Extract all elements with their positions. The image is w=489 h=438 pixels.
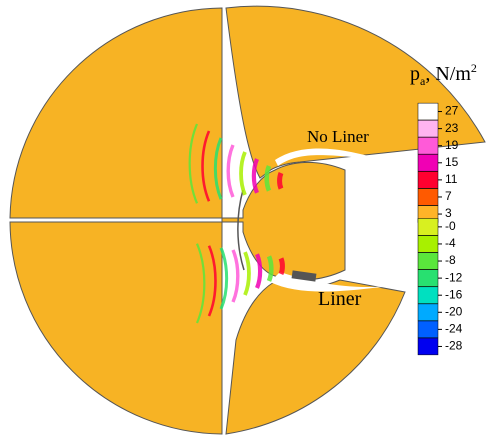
domain-lower [226,280,405,434]
colorbar-box [418,338,438,355]
colorbar-box [418,321,438,338]
wave-front [233,250,238,302]
colorbar-label: -20 [445,304,463,318]
colorbar-box [418,137,438,154]
colorbar-box [418,218,438,235]
figure: No Liner Liner pa, N/m2 272319151173-0-4… [0,0,489,438]
colorbar-label: 11 [445,172,458,186]
wave-front [245,252,249,295]
colorbar-label: 23 [445,121,459,135]
colorbar-label: -8 [445,253,456,267]
colorbar-label: -16 [445,287,463,301]
wave-front [228,145,233,197]
colorbar-label: 7 [445,189,452,203]
title-symbol: p [410,63,420,85]
colorbar-label: -24 [445,322,463,336]
colorbar-box [418,253,438,270]
colorbar-box [418,103,438,120]
wave-front [280,173,281,189]
wave-front [241,152,245,195]
colorbar-label: -4 [445,236,456,250]
colorbar-box [418,304,438,321]
colorbar-label: -28 [445,339,463,353]
wave-front [269,256,271,281]
lower-label: Liner [318,288,362,310]
domain-upper [226,6,485,178]
wave-front [281,258,282,274]
colorbar-label: -12 [445,270,463,284]
wave-front [254,159,257,193]
colorbar-box [418,270,438,287]
colorbar-label: -0 [445,219,456,233]
wave-front [257,254,260,288]
upper-label: No Liner [307,127,369,146]
colorbar-box [418,189,438,206]
colorbar-box [418,154,438,171]
title-unit: , N/m [425,63,471,85]
colorbar-label: 15 [445,155,459,169]
colorbar-box [418,287,438,304]
colorbar-label: 19 [445,138,459,152]
colorbar-box [418,171,438,188]
title-superscript: 2 [471,61,477,75]
colorbar-label: 27 [445,104,459,118]
colorbar-box [418,236,438,253]
colorbar-box [418,120,438,137]
wave-front [267,166,269,191]
